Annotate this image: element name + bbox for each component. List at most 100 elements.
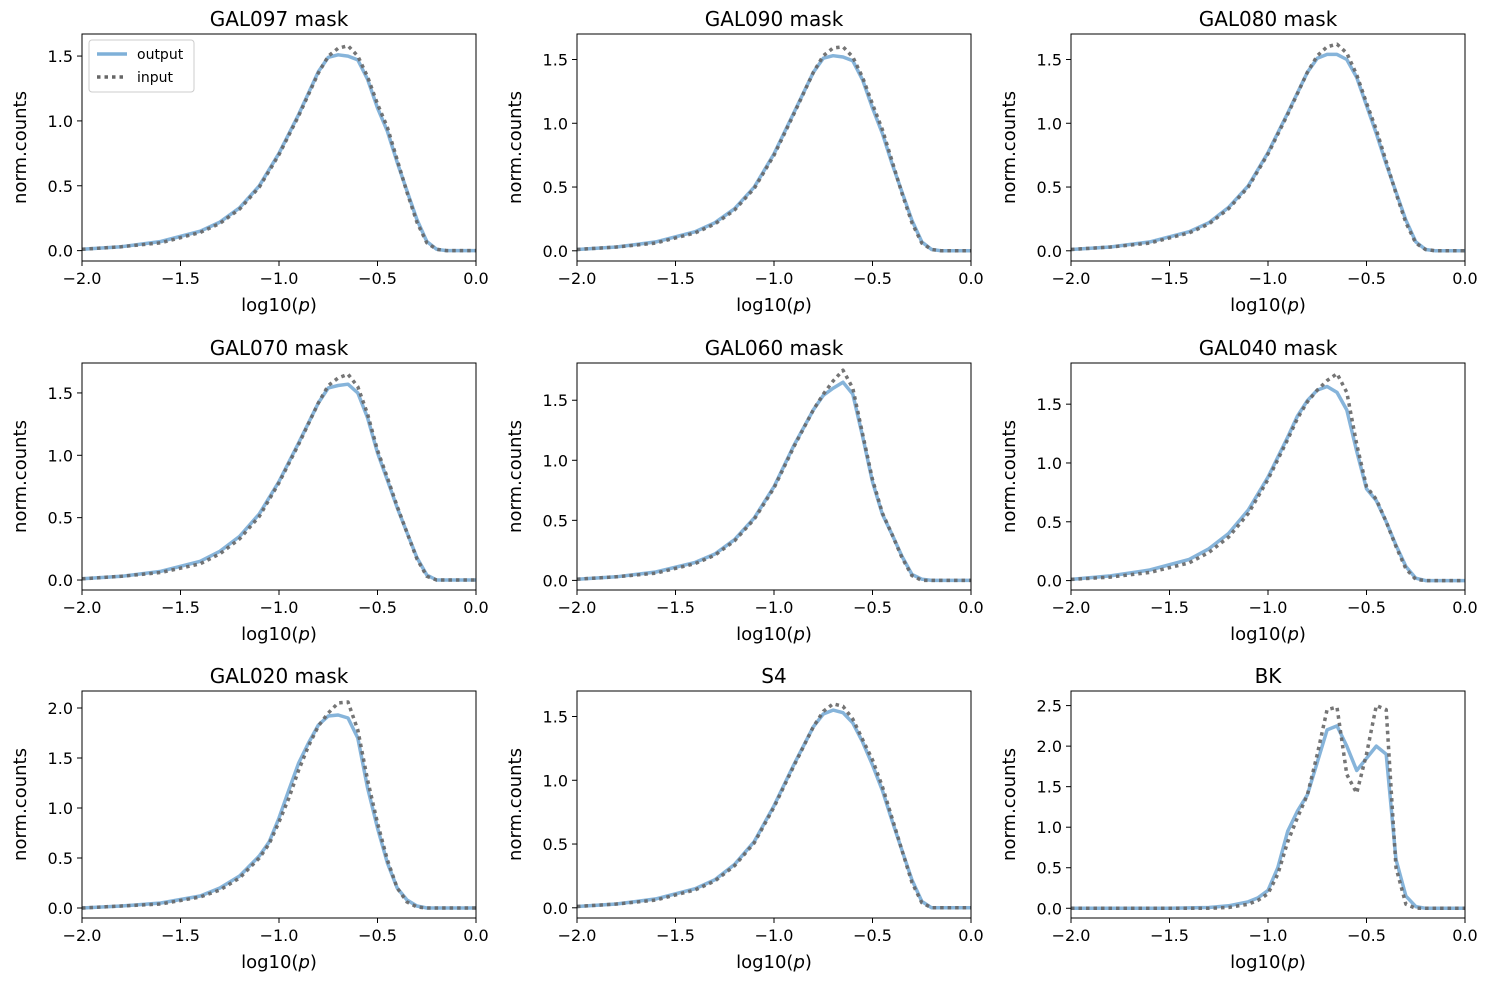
y-tick-label: 0.0 (543, 899, 568, 918)
y-tick-label: 0.5 (543, 835, 568, 854)
x-tick-label: −1.0 (755, 598, 794, 617)
y-tick-label: 1.5 (543, 391, 568, 410)
series-line-input (577, 45, 971, 253)
x-tick-label: 0.0 (463, 269, 488, 288)
y-tick-label: 1.5 (48, 384, 73, 403)
y-tick-label: 0.5 (48, 177, 73, 196)
y-tick-label: 0.5 (48, 509, 73, 528)
y-axis-label: norm.counts (999, 748, 1020, 861)
series-line-input (1071, 42, 1465, 253)
x-tick-label: −2.0 (1052, 598, 1091, 617)
x-tick-label: −1.0 (1249, 269, 1288, 288)
y-tick-label: 0.0 (543, 242, 568, 261)
plot-frame (1070, 33, 1466, 262)
y-tick-label: 2.0 (48, 699, 73, 718)
x-axis-label: log10(p) (736, 952, 812, 973)
subplot-5: GAL060 mask −2.0 −1.5 −1.0 −0.5 0.0 0.0 0.5 1.0 1… (505, 336, 984, 645)
y-tick-label: 1.0 (1037, 454, 1062, 473)
y-tick-label: 1.0 (48, 446, 73, 465)
y-tick-label: 1.0 (543, 771, 568, 790)
y-tick-label: 0.5 (1037, 178, 1062, 197)
y-tick-label: 0.0 (48, 242, 73, 261)
y-tick-label: 1.5 (543, 708, 568, 727)
y-tick-label: 0.5 (543, 178, 568, 197)
plot-frame (1070, 690, 1466, 919)
y-tick-label: 0.5 (48, 849, 73, 868)
x-tick-label: −2.0 (558, 926, 597, 945)
y-tick-label: 0.0 (543, 571, 568, 590)
x-tick-label: −0.5 (853, 269, 892, 288)
x-tick-label: −1.5 (161, 598, 200, 617)
subplot-8: S4 −2.0 −1.5 −1.0 −0.5 0.0 0.0 0.5 1.0 1.5 log10(p… (505, 664, 984, 973)
series-line-output (577, 380, 971, 583)
x-tick-label: −0.5 (853, 598, 892, 617)
series-line-input (82, 700, 476, 910)
y-tick-label: 0.5 (1037, 859, 1062, 878)
y-tick-label: 0.5 (543, 511, 568, 530)
subplot-title: GAL040 mask (1199, 336, 1338, 360)
series-line-output (1071, 52, 1465, 253)
x-tick-label: −1.5 (656, 598, 695, 617)
x-tick-label: −1.5 (1150, 269, 1189, 288)
x-tick-label: −0.5 (358, 269, 397, 288)
legend-label-output: output (137, 47, 184, 63)
subplot-3: GAL080 mask −2.0 −1.5 −1.0 −0.5 0.0 0.0 0.5 1.0 1… (999, 7, 1478, 316)
x-tick-label: −1.5 (1150, 598, 1189, 617)
y-tick-label: 1.0 (1037, 114, 1062, 133)
series-line-output (1071, 724, 1465, 911)
series-line-input (577, 368, 971, 583)
x-tick-label: −1.5 (161, 269, 200, 288)
legend: output input (88, 39, 195, 93)
x-tick-label: −0.5 (358, 598, 397, 617)
series-line-input (82, 43, 476, 253)
plot-frame (81, 690, 477, 919)
y-tick-label: 1.0 (1037, 818, 1062, 837)
series-line-input (577, 702, 971, 910)
x-tick-label: −0.5 (853, 926, 892, 945)
series-line-input (82, 372, 476, 582)
subplot-title: GAL090 mask (705, 7, 844, 31)
x-axis-label: log10(p) (241, 624, 317, 645)
x-tick-label: −0.5 (358, 926, 397, 945)
x-tick-label: −2.0 (558, 598, 597, 617)
subplot-title: GAL020 mask (210, 664, 349, 688)
y-tick-label: 1.0 (48, 112, 73, 131)
x-tick-label: 0.0 (1452, 926, 1477, 945)
y-tick-label: 1.5 (48, 47, 73, 66)
series-line-output (1071, 384, 1465, 583)
y-axis-label: norm.counts (10, 748, 31, 861)
x-axis-label: log10(p) (736, 295, 812, 316)
x-tick-label: −1.5 (656, 269, 695, 288)
y-axis-label: norm.counts (999, 91, 1020, 204)
subplot-title: BK (1255, 664, 1283, 688)
y-tick-label: 2.5 (1037, 697, 1062, 716)
x-tick-label: −1.0 (755, 926, 794, 945)
x-tick-label: 0.0 (1452, 269, 1477, 288)
x-tick-label: −1.5 (161, 926, 200, 945)
x-tick-label: 0.0 (958, 598, 983, 617)
x-axis-label: log10(p) (1230, 952, 1306, 973)
y-tick-label: 2.0 (1037, 737, 1062, 756)
x-tick-label: 0.0 (958, 269, 983, 288)
y-tick-label: 0.5 (1037, 513, 1062, 532)
x-tick-label: −1.0 (1249, 598, 1288, 617)
x-tick-label: 0.0 (463, 598, 488, 617)
x-tick-label: −1.0 (260, 598, 299, 617)
subplot-title: GAL080 mask (1199, 7, 1338, 31)
x-tick-label: −1.0 (260, 926, 299, 945)
x-tick-label: −1.5 (656, 926, 695, 945)
x-tick-label: −1.0 (755, 269, 794, 288)
y-tick-label: 1.5 (1037, 51, 1062, 70)
y-axis-label: norm.counts (999, 420, 1020, 533)
subplot-title: GAL060 mask (705, 336, 844, 360)
y-tick-label: 1.5 (48, 749, 73, 768)
x-tick-label: −2.0 (1052, 926, 1091, 945)
x-tick-label: −1.0 (260, 269, 299, 288)
y-tick-label: 1.5 (1037, 395, 1062, 414)
series-line-output (82, 713, 476, 910)
subplot-4: GAL070 mask −2.0 −1.5 −1.0 −0.5 0.0 0.0 0.5 1.0 1… (10, 336, 489, 645)
x-axis-label: log10(p) (736, 624, 812, 645)
subplot-7: GAL020 mask −2.0 −1.5 −1.0 −0.5 0.0 0.0 0.5 1.0 1… (10, 664, 489, 973)
x-tick-label: −2.0 (1052, 269, 1091, 288)
